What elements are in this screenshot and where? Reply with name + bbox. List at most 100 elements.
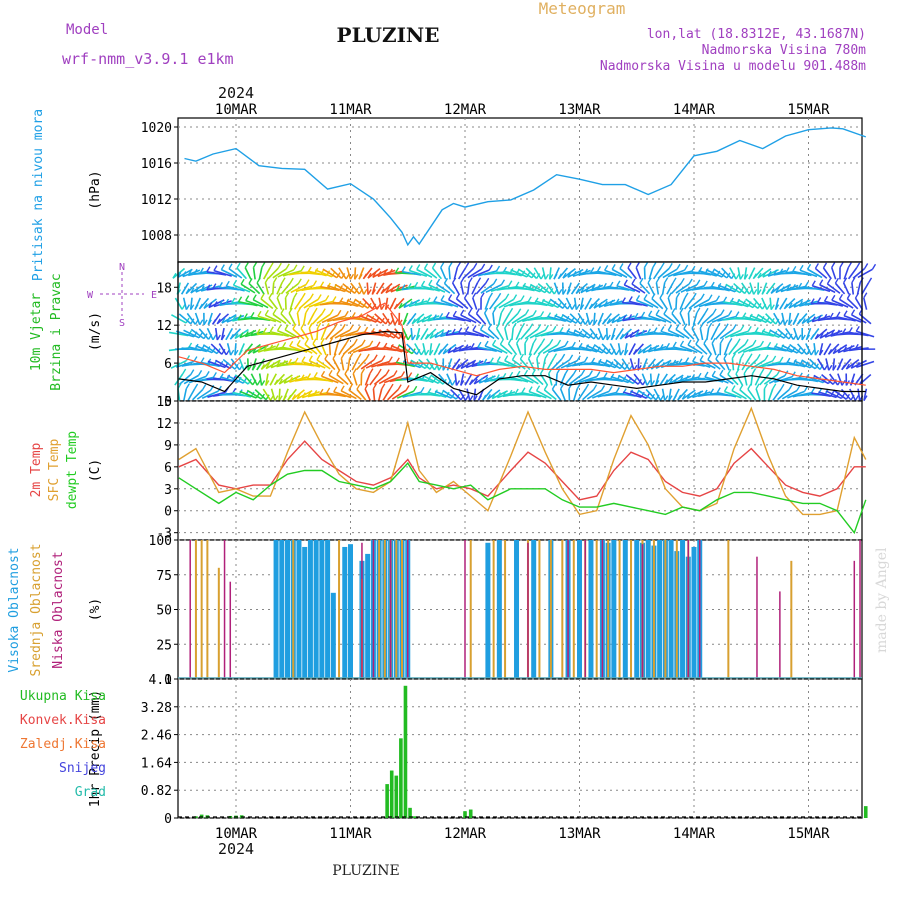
wind-barb-flag [810,334,815,340]
wind-barb [561,313,577,324]
wind-barb [750,359,766,370]
wind-barb-flag [420,334,425,341]
mid-cloud-bar [383,540,386,679]
wind-barb-flag [788,384,793,391]
wind-barb [183,329,200,339]
wind-barb-flag [269,326,274,333]
wind-barb-flag [287,358,293,365]
high-cloud-bar [634,540,640,679]
y-tick-label: 6 [164,357,172,372]
wind-barb-flag [629,331,634,338]
wind-barb [698,299,717,308]
wind-barb [519,328,531,340]
wind-barb [579,375,598,384]
wind-barb-flag [231,297,236,304]
wind-barb [757,313,772,324]
wind-barb-flag [672,359,677,366]
wind-barb [675,283,690,294]
wind-barb-flag [827,348,833,355]
wind-barb-flag [817,315,822,321]
mid-cloud-bar [607,540,610,679]
wind-barb [710,285,730,292]
y-tick-label: 2.46 [141,729,172,744]
wind-barb-flag [814,349,820,356]
wind-barb [495,327,504,341]
wind-barb-flag [697,390,702,397]
wind-barb-flag [505,293,510,300]
wind-barb-flag [288,307,293,314]
wind-barb [528,343,535,356]
wind-barb-flag [703,389,708,396]
wind-barb-flag [640,311,646,318]
wind-barb-flag [667,325,672,331]
wind-barb-flag [275,343,280,349]
wind-barb [406,343,418,355]
wind-barb [252,267,256,280]
mid-cloud-bar [630,540,633,679]
mid-cloud-bar [378,540,381,679]
wind-barb-flag [381,383,386,390]
wind-barb-flag [823,349,828,356]
wind-barb-flag [443,278,449,284]
wind-barb [754,331,774,337]
wind-barb-flag [420,349,425,356]
wind-barb-flag [655,380,660,386]
wind-barb-flag [642,347,647,354]
precip-legend-entry: Konvek.Kisa [20,713,106,728]
wind-barb [346,299,364,309]
wind-barb-flag [455,380,461,386]
wind-barb [606,313,620,325]
wind-barb [566,330,585,338]
wind-barb-flag [655,362,660,369]
wind-barb [617,343,622,356]
wind-barb [316,327,319,341]
wind-barb [542,344,558,355]
wind-barb-flag [703,280,708,287]
wind-barb-flag [659,344,664,350]
wind-barb-flag [464,344,469,350]
wind-barb [639,282,651,295]
wind-barb-flag [571,341,576,348]
wind-barb-flag [247,364,252,371]
wind-barb-flag [380,304,385,311]
wind-barb [534,300,554,308]
wind-barb-field [168,262,877,402]
precip-bar [399,738,403,818]
time-label-top: 14MAR [673,102,716,118]
wind-barb [352,345,370,354]
wind-barb [504,327,509,341]
wind-barb [353,267,357,280]
wind-barb [648,315,667,323]
wind-barb-flag [242,377,247,384]
wind-barb-flag [292,323,297,330]
wind-barb-flag [799,264,804,271]
wind-barb-flag [521,387,526,394]
high-cloud-bar [514,540,520,679]
mid-cloud-bar [194,540,197,679]
wind-barb [742,345,761,354]
wind-barb-flag [757,272,762,279]
wind-barb [372,388,376,401]
wind-barb-flag [722,296,728,303]
wind-barb-flag [213,301,218,307]
wind-barb [485,284,502,294]
wind-barb-flag [709,388,715,395]
wind-barb [635,267,642,280]
wind-barb [252,298,269,309]
wind-barb [577,388,587,401]
wind-barb-flag [615,349,620,356]
wind-barb [604,269,623,278]
wind-barb-flag [435,278,441,285]
wind-barb-flag [458,327,463,334]
wind-barb-flag [296,339,301,346]
precip-bar [389,770,394,818]
wind-barb [448,298,464,309]
wind-barb-flag [779,319,784,325]
mid-cloud-bar [572,540,575,679]
wind-barb [547,315,567,322]
wind-barb [408,300,428,308]
wind-barb-flag [676,263,681,270]
mid-cloud-bar [217,567,220,679]
wind-barb-flag [187,270,192,276]
wind-barb-flag [268,344,274,351]
